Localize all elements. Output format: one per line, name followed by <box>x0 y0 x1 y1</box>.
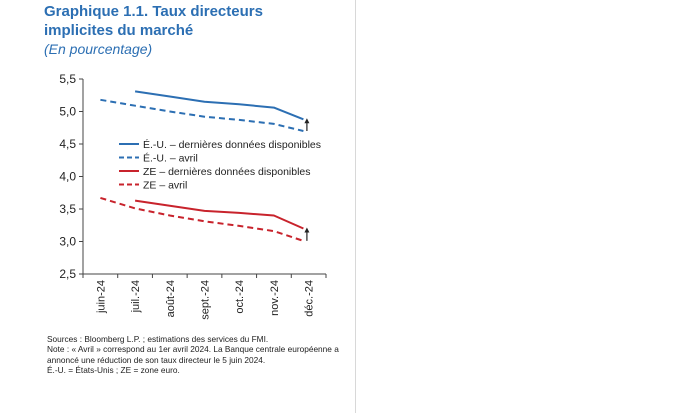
y-tick-label: 5,0 <box>59 105 76 119</box>
x-tick-label: juin-24 <box>95 280 107 314</box>
y-tick-label: 3,0 <box>59 235 76 249</box>
chart-axes: 2,5 3,0 3,5 4,0 4,5 5,0 5,5 juin-24 juil.-24 août… <box>59 72 327 320</box>
explanatory-note: Note : « Avril » correspond au 1er avril… <box>47 344 339 365</box>
y-tick-label: 3,5 <box>59 202 76 216</box>
series-layer <box>100 90 304 242</box>
arrow-layer <box>304 118 310 241</box>
x-tick-label: sept.-24 <box>200 280 212 320</box>
y-tick-label: 2,5 <box>59 267 76 281</box>
legend-label-1: É.-U. – avril <box>143 152 198 165</box>
x-tick-label: août-24 <box>165 280 177 317</box>
change-arrow-head-0 <box>304 118 310 124</box>
y-tick-label: 5,5 <box>59 72 76 86</box>
chart-notes: Sources : Bloomberg L.P. ; estimations d… <box>47 334 347 376</box>
abbreviations-note: É.-U. = États-Unis ; ZE = zone euro. <box>47 365 180 376</box>
legend-label-3: ZE – avril <box>143 180 187 192</box>
legend-label-0: É.-U. – dernières données disponibles <box>143 138 321 151</box>
x-tick-label: oct.-24 <box>234 280 246 314</box>
chart-title: Graphique 1.1. Taux directeurs implicite… <box>44 3 263 39</box>
chart-subtitle: (En pourcentage) <box>44 41 153 57</box>
series-line-1 <box>100 98 304 132</box>
x-tick-label: déc.-24 <box>304 280 316 317</box>
sources-note: Sources : Bloomberg L.P. ; estimations d… <box>47 334 269 344</box>
x-tick-label: juil.-24 <box>130 280 142 313</box>
legend-label-2: ZE – dernières données disponibles <box>143 166 311 178</box>
series-line-0 <box>134 90 304 121</box>
y-tick-label: 4,0 <box>59 170 76 184</box>
series-line-2 <box>134 199 304 230</box>
change-arrow-head-1 <box>304 227 310 233</box>
y-tick-label: 4,5 <box>59 137 76 151</box>
series-line-3 <box>100 196 304 242</box>
chart-card <box>35 0 356 413</box>
x-tick-label: nov.-24 <box>269 280 281 316</box>
chart-legend: É.-U. – dernières données disponiblesÉ.-… <box>119 138 321 192</box>
